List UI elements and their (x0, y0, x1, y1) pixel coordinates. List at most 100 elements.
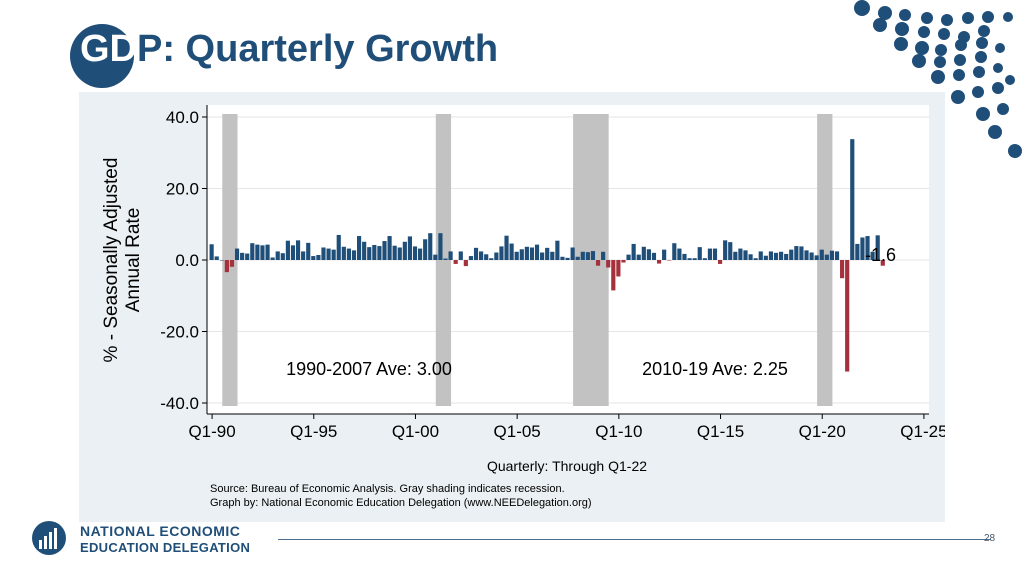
bar-81 (621, 260, 626, 263)
decorative-dot-33 (997, 103, 1009, 115)
bar-125 (845, 260, 850, 372)
decorative-dot-4 (941, 14, 953, 26)
bar-117 (804, 250, 809, 260)
bar-12 (270, 257, 275, 260)
bar-98 (707, 248, 712, 260)
bar-59 (509, 243, 514, 260)
org-name-line2: EDUCATION DELEGATION (80, 540, 251, 555)
bar-87 (651, 252, 657, 260)
title-rest: P: Quarterly Growth (137, 28, 499, 70)
decorative-dot-8 (873, 18, 887, 32)
bar-39 (407, 236, 413, 260)
bar-53 (479, 251, 484, 260)
bar-57 (499, 246, 504, 260)
bar-78 (606, 260, 611, 268)
bar-111 (773, 252, 779, 260)
bar-15 (285, 240, 290, 260)
decorative-dot-25 (953, 69, 965, 81)
bar-37 (397, 247, 402, 260)
bar-16 (290, 245, 296, 260)
bar-107 (753, 258, 758, 260)
bar-113 (784, 253, 789, 260)
decorative-dot-3 (921, 12, 933, 24)
bar-75 (590, 251, 596, 260)
bar-55 (489, 258, 494, 260)
bar-83 (631, 243, 636, 260)
bar-10 (260, 245, 265, 260)
page-number: 28 (984, 533, 996, 544)
bar-103 (733, 251, 738, 260)
bar-14 (280, 253, 285, 260)
bar-44 (433, 254, 438, 260)
decorative-dot-19 (912, 54, 926, 68)
decorative-dot-27 (993, 63, 1003, 73)
bar-102 (728, 242, 733, 260)
x-tick-label-1: Q1-95 (290, 422, 337, 441)
decorative-dot-14 (894, 37, 908, 51)
bar-19 (306, 242, 311, 260)
footer-divider (278, 539, 990, 540)
x-tick-label-2: Q1-00 (392, 422, 439, 441)
bar-45 (438, 233, 443, 260)
decorative-dot-20 (934, 56, 946, 68)
y-tick-label-4: -40.0 (160, 394, 199, 413)
bar-96 (697, 247, 702, 260)
decorative-dot-35 (1008, 144, 1022, 158)
bar-38 (402, 241, 407, 260)
bar-71 (570, 247, 575, 260)
bar-120 (819, 249, 824, 260)
bar-118 (809, 252, 814, 260)
bar-13 (275, 251, 280, 260)
bar-97 (702, 258, 707, 260)
bar-35 (387, 236, 392, 260)
bar-64 (534, 244, 540, 260)
y-axis-label-line1: % - Seasonally Adjusted (101, 158, 122, 363)
bar-116 (799, 246, 804, 260)
decorative-dot-6 (982, 11, 994, 23)
decorative-dot-1 (878, 6, 892, 20)
bar-50 (463, 260, 468, 267)
bar-131 (875, 235, 880, 260)
bar-93 (682, 253, 687, 260)
x-tick-label-5: Q1-15 (697, 422, 744, 441)
bars (209, 139, 885, 372)
bar-69 (560, 256, 565, 260)
decorative-dot-10 (918, 26, 930, 38)
bar-28 (351, 250, 357, 260)
decorative-dot-21 (954, 54, 966, 66)
decorative-dot-16 (935, 44, 947, 56)
decorative-dot-0 (854, 0, 870, 16)
bar-74 (585, 252, 590, 260)
bar-127 (855, 243, 860, 260)
bar-51 (468, 256, 474, 260)
bar-94 (687, 258, 692, 260)
decorative-dot-13 (978, 25, 990, 37)
decorative-dot-29 (972, 86, 984, 98)
source-note: Source: Bureau of Economic Analysis. Gra… (210, 483, 565, 495)
y-axis-label-line2: Annual Rate (123, 208, 144, 313)
x-tick-label-7: Q1-25 (900, 422, 945, 441)
y-ticks: 40.0 20.0 0.0 -20.0 -40.0 (160, 108, 207, 413)
bar-123 (834, 251, 840, 260)
bar-82 (626, 254, 631, 260)
bar-62 (524, 246, 529, 260)
graph-credit-note: Graph by: National Economic Education De… (210, 497, 592, 509)
decorative-dot-26 (973, 66, 985, 78)
bar-122 (829, 250, 835, 260)
bar-105 (743, 250, 748, 260)
bar-1 (214, 256, 219, 260)
bar-30 (362, 241, 367, 260)
bar-65 (540, 252, 545, 260)
y-tick-label-1: 20.0 (166, 180, 199, 199)
bar-84 (636, 254, 641, 260)
decorative-dot-32 (976, 107, 990, 121)
bar-60 (514, 251, 519, 260)
annotation-2010-19-average: 2010-19 Ave: 2.25 (642, 359, 788, 379)
bar-52 (473, 247, 479, 260)
bar-85 (641, 246, 646, 260)
bar-40 (412, 246, 418, 260)
bar-5 (234, 248, 240, 260)
bar-3 (224, 260, 229, 273)
bar-47 (448, 251, 453, 260)
bar-20 (311, 256, 316, 260)
